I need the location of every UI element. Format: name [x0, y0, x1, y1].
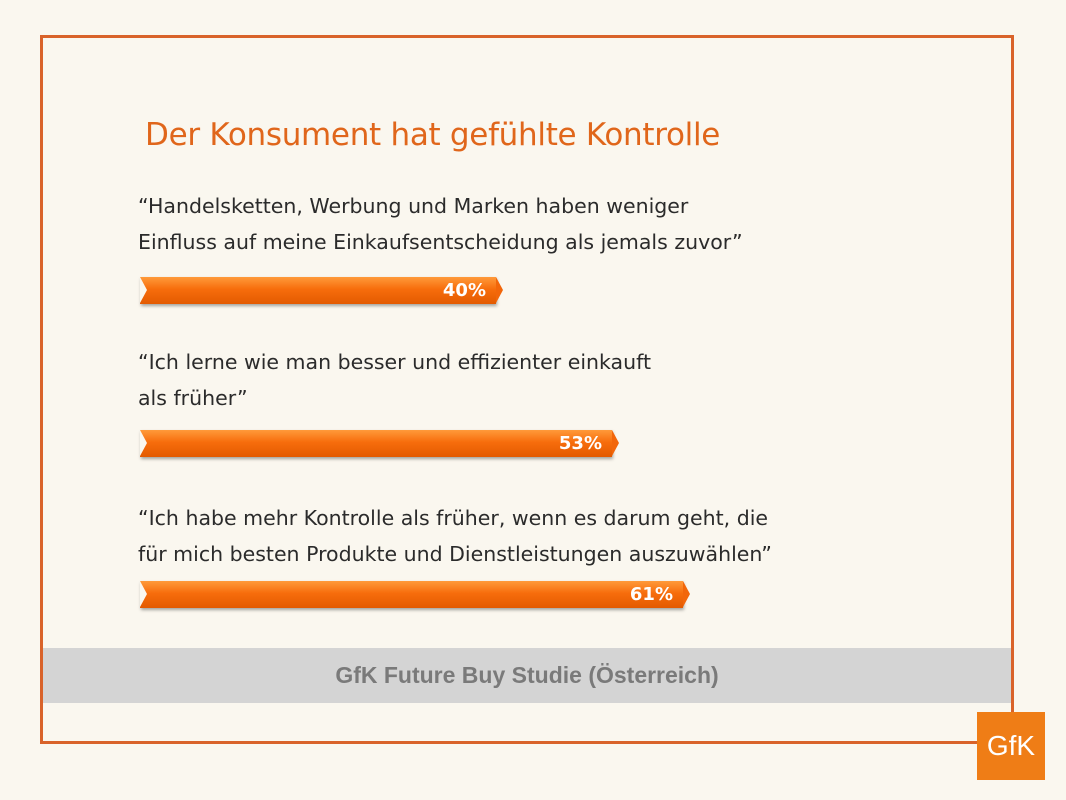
statement-1: “Handelsketten, Werbung und Marken haben…	[138, 188, 743, 260]
bar-statement-1: 40%	[140, 277, 503, 304]
bar-value-label-3: 61%	[629, 584, 673, 605]
bar-notch-right	[612, 430, 619, 456]
bar-statement-2: 53%	[140, 430, 619, 457]
statement-2-line-2: als früher”	[138, 386, 248, 410]
slide-frame	[40, 35, 1014, 744]
statement-3-line-1: “Ich habe mehr Kontrolle als früher, wen…	[138, 506, 769, 530]
statement-1-line-2: Einfluss auf meine Einkaufsentscheidung …	[138, 230, 743, 254]
bar-notch-left	[140, 430, 147, 456]
bar-notch-right	[496, 277, 503, 303]
source-label: GfK Future Buy Studie (Österreich)	[335, 662, 719, 688]
bar-value-label-2: 53%	[558, 433, 602, 454]
statement-3-line-2: für mich besten Produkte und Dienstleist…	[138, 542, 772, 566]
statement-1-line-1: “Handelsketten, Werbung und Marken haben…	[138, 194, 689, 218]
slide-title: Der Konsument hat gefühlte Kontrolle	[145, 117, 721, 153]
footer-band: GfK Future Buy Studie (Österreich)	[43, 648, 1011, 703]
statement-2: “Ich lerne wie man besser und effiziente…	[138, 344, 651, 416]
bar-notch-left	[140, 277, 147, 303]
bar-value-label-1: 40%	[442, 280, 486, 301]
statement-3: “Ich habe mehr Kontrolle als früher, wen…	[138, 500, 772, 572]
bar-statement-3: 61%	[140, 581, 690, 608]
gfk-logo: GfK	[977, 712, 1045, 780]
bar-notch-right	[683, 581, 690, 607]
statement-2-line-1: “Ich lerne wie man besser und effiziente…	[138, 350, 651, 374]
bar-notch-left	[140, 581, 147, 607]
